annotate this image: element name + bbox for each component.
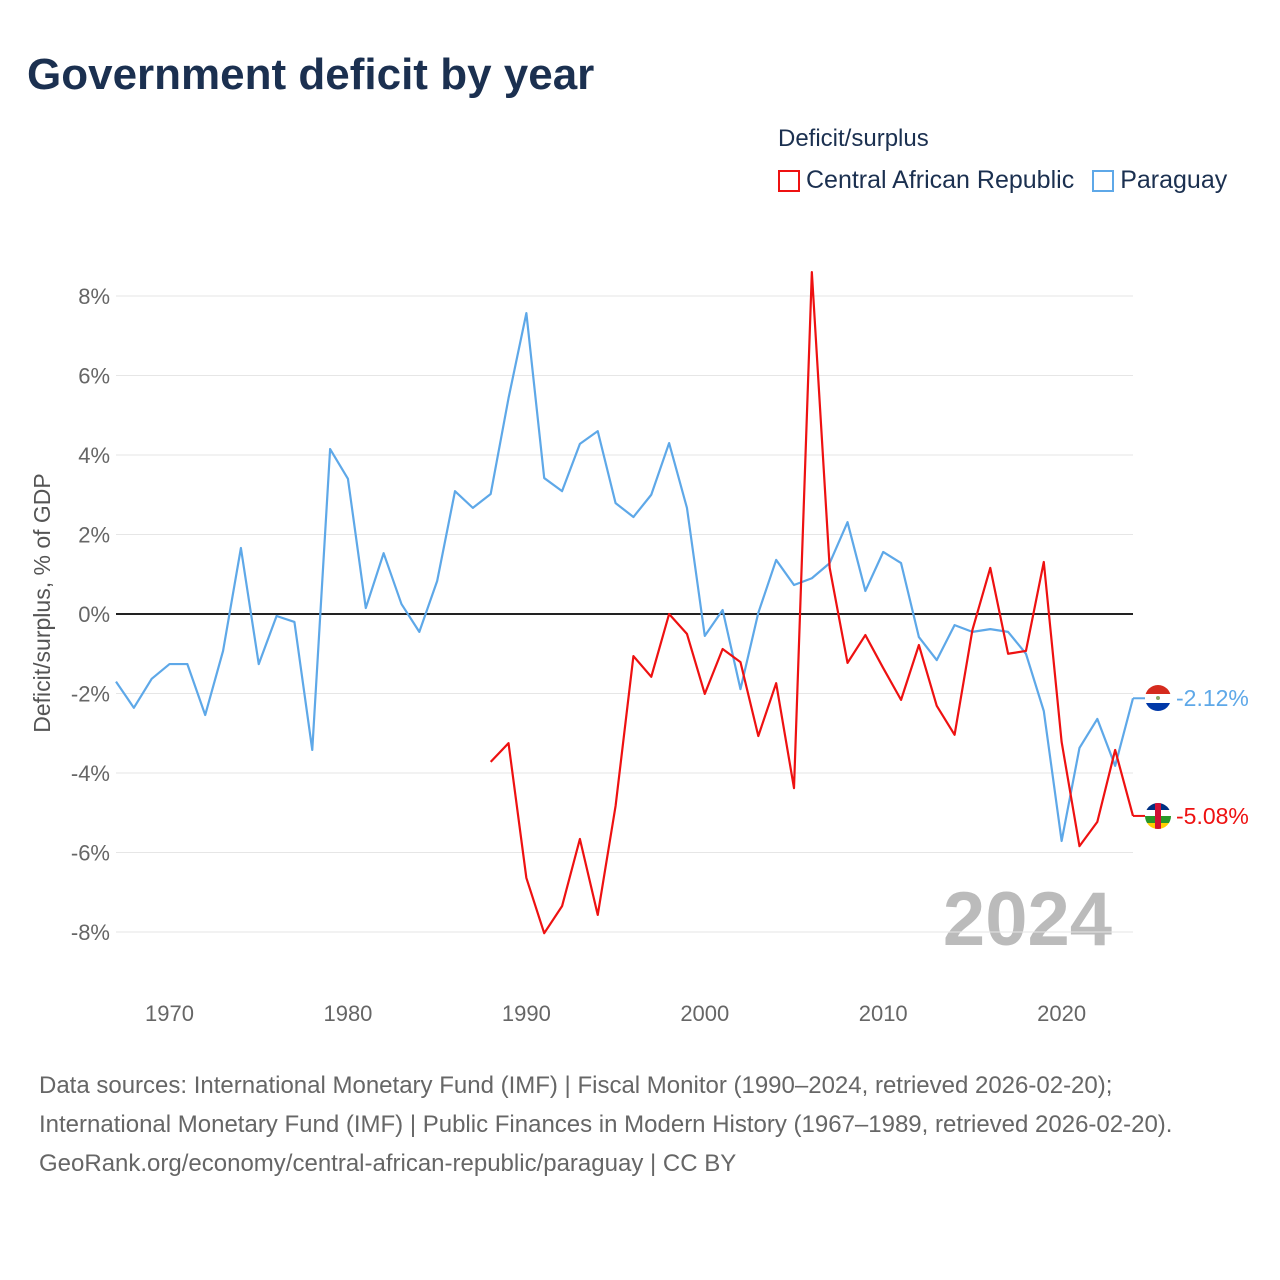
series-line-central-african-republic: [489, 271, 1135, 935]
paraguay-end-label: -2.12%: [1176, 685, 1249, 711]
data-sources-text: Data sources: International Monetary Fun…: [39, 1072, 1173, 1138]
y-tick-label: 8%: [78, 284, 110, 309]
y-tick-label: -8%: [71, 920, 110, 945]
x-tick-label: 1970: [145, 1001, 194, 1026]
y-tick-label: 6%: [78, 364, 110, 389]
year-watermark: 2024: [943, 877, 1112, 962]
sources: Data sources: International Monetary Fun…: [39, 1066, 1239, 1183]
legend-title: Deficit/surplus: [778, 125, 929, 152]
y-tick-label: -4%: [71, 761, 110, 786]
paraguay-flag-icon: [1145, 685, 1171, 711]
x-tick-label: 2020: [1037, 1001, 1086, 1026]
attribution-link[interactable]: GeoRank.org/economy/central-african-repu…: [39, 1150, 737, 1177]
legend-label-car: Central African Republic: [806, 166, 1075, 194]
x-tick-label: 2000: [680, 1001, 729, 1026]
y-tick-label: 2%: [78, 523, 110, 548]
car-end-label: -5.08%: [1176, 803, 1249, 829]
legend-swatch-paraguay: [1092, 169, 1115, 192]
x-tick-label: 1990: [502, 1001, 551, 1026]
legend-swatch-car: [778, 169, 800, 192]
page-title: Government deficit by year: [27, 50, 595, 99]
legend-item-car[interactable]: Central African Republic: [778, 166, 1074, 195]
legend-label-paraguay: Paraguay: [1120, 166, 1228, 194]
line-chart: 2024 Deficit/surplus, % of GDP 8% 6% 4% 2% 0…: [29, 271, 1249, 1026]
central-african-republic-flag-icon: [1145, 803, 1171, 829]
x-tick-label: 2010: [859, 1001, 908, 1026]
series-line-paraguay: [115, 311, 1135, 843]
x-tick-label: 1980: [323, 1001, 372, 1026]
y-tick-label: -2%: [71, 682, 110, 707]
y-axis-label: Deficit/surplus, % of GDP: [29, 473, 55, 732]
y-tick-label: 4%: [78, 443, 110, 468]
legend-item-paraguay[interactable]: Paraguay: [1092, 166, 1227, 195]
y-tick-label: -6%: [71, 841, 110, 866]
y-tick-label: 0%: [78, 602, 110, 627]
legend: Central African Republic Paraguay: [778, 166, 1227, 195]
